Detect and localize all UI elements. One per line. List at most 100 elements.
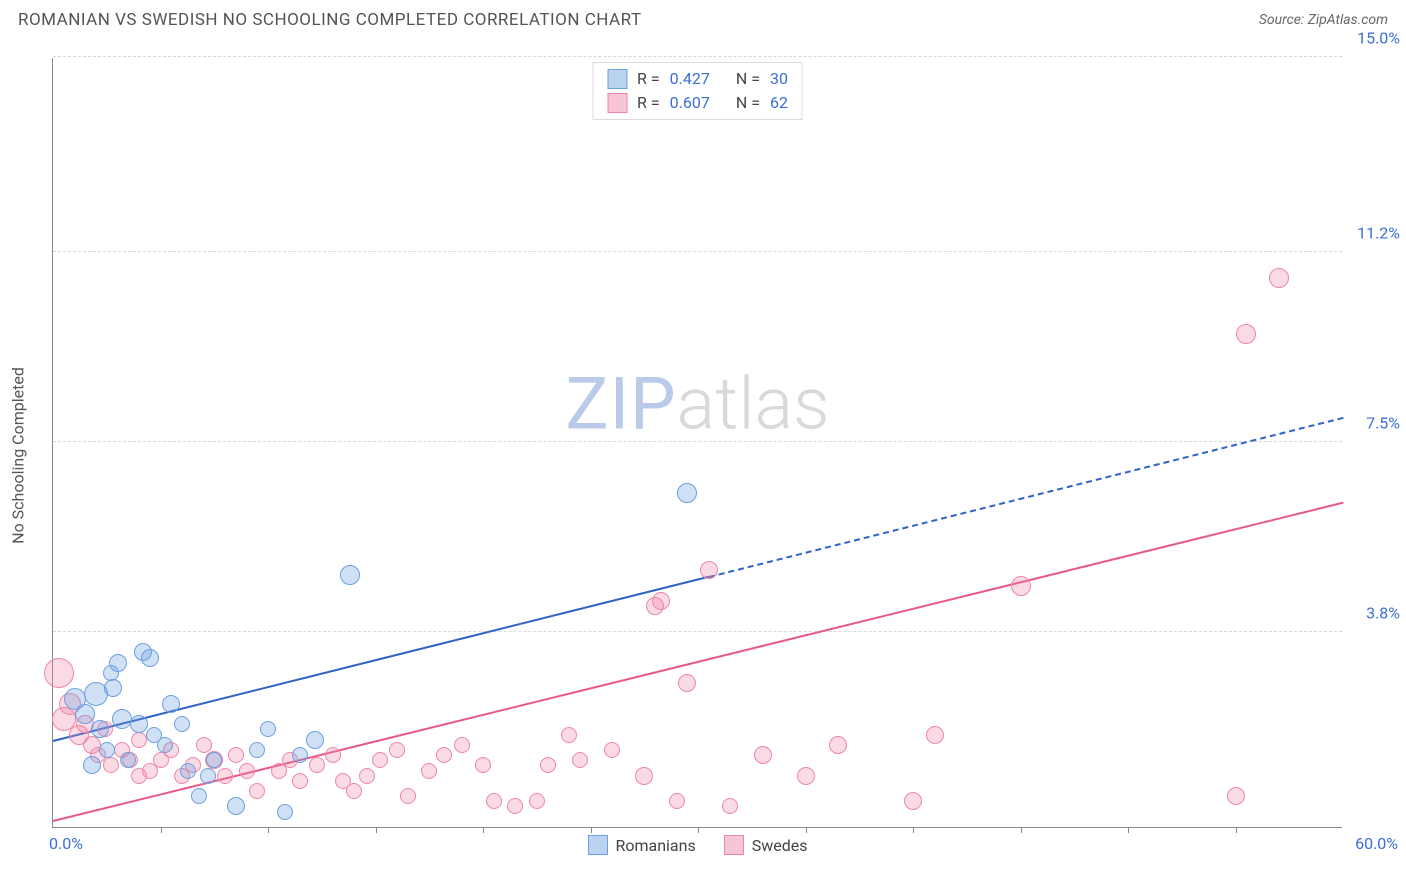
scatter-point bbox=[104, 679, 122, 697]
scatter-point bbox=[1269, 268, 1289, 288]
x-tick bbox=[698, 827, 699, 833]
scatter-point bbox=[277, 804, 293, 820]
scatter-point bbox=[604, 742, 620, 758]
scatter-point bbox=[797, 767, 815, 785]
scatter-point bbox=[421, 763, 437, 779]
scatter-point bbox=[217, 768, 233, 784]
watermark: ZIPatlas bbox=[565, 362, 829, 447]
scatter-point bbox=[486, 793, 502, 809]
swatch-swedes-icon bbox=[724, 835, 744, 855]
scatter-point bbox=[91, 720, 109, 738]
legend-label-swedes: Swedes bbox=[752, 836, 808, 855]
y-tick-label: 11.2% bbox=[1357, 224, 1400, 243]
r-label: R = bbox=[637, 67, 660, 91]
scatter-point bbox=[372, 752, 388, 768]
scatter-point bbox=[678, 674, 696, 692]
source-prefix: Source: bbox=[1259, 12, 1308, 28]
x-tick bbox=[591, 827, 592, 833]
scatter-point bbox=[103, 757, 119, 773]
scatter-point bbox=[228, 747, 244, 763]
gridline bbox=[53, 251, 1342, 252]
scatter-point bbox=[75, 704, 95, 724]
watermark-zip: ZIP bbox=[565, 362, 676, 447]
chart-header: ROMANIAN VS SWEDISH NO SCHOOLING COMPLET… bbox=[0, 0, 1406, 36]
scatter-point bbox=[44, 658, 74, 688]
y-tick-label: 7.5% bbox=[1366, 414, 1400, 433]
scatter-point bbox=[120, 752, 136, 768]
r-value-swedes: 0.607 bbox=[670, 91, 710, 115]
x-tick bbox=[161, 827, 162, 833]
scatter-point bbox=[206, 752, 222, 768]
gridline bbox=[53, 441, 1342, 442]
scatter-point bbox=[561, 727, 577, 743]
r-label: R = bbox=[637, 91, 660, 115]
r-value-romanians: 0.427 bbox=[670, 67, 710, 91]
swatch-swedes-icon bbox=[607, 93, 627, 113]
x-tick bbox=[376, 827, 377, 833]
legend-row-romanians: R = 0.427 N = 30 bbox=[607, 67, 788, 91]
scatter-point bbox=[340, 565, 360, 585]
chart-title: ROMANIAN VS SWEDISH NO SCHOOLING COMPLET… bbox=[18, 10, 642, 30]
scatter-point bbox=[677, 483, 697, 503]
x-tick bbox=[913, 827, 914, 833]
scatter-point bbox=[540, 757, 556, 773]
scatter-point bbox=[507, 798, 523, 814]
gridline bbox=[53, 56, 1342, 57]
x-tick bbox=[806, 827, 807, 833]
source-name: ZipAtlas.com bbox=[1308, 12, 1388, 28]
scatter-point bbox=[99, 742, 115, 758]
scatter-point bbox=[904, 792, 922, 810]
scatter-point bbox=[112, 709, 132, 729]
scatter-point bbox=[1011, 576, 1031, 596]
x-tick bbox=[268, 827, 269, 833]
scatter-point bbox=[249, 742, 265, 758]
n-label: N = bbox=[736, 67, 760, 91]
scatter-point bbox=[196, 737, 212, 753]
scatter-point bbox=[109, 654, 127, 672]
scatter-point bbox=[309, 757, 325, 773]
scatter-point bbox=[162, 695, 180, 713]
legend-item-swedes: Swedes bbox=[724, 835, 808, 855]
scatter-point bbox=[249, 783, 265, 799]
legend-row-swedes: R = 0.607 N = 62 bbox=[607, 91, 788, 115]
scatter-point bbox=[652, 592, 670, 610]
scatter-point bbox=[191, 788, 207, 804]
scatter-point bbox=[141, 649, 159, 667]
scatter-point bbox=[260, 721, 276, 737]
scatter-point bbox=[157, 737, 173, 753]
scatter-point bbox=[529, 793, 545, 809]
y-tick-label: 3.8% bbox=[1366, 603, 1400, 622]
scatter-point bbox=[83, 756, 101, 774]
scatter-point bbox=[475, 757, 491, 773]
n-label: N = bbox=[736, 91, 760, 115]
x-tick bbox=[1021, 827, 1022, 833]
scatter-point bbox=[572, 752, 588, 768]
x-tick bbox=[1236, 827, 1237, 833]
correlation-chart: ZIPatlas R = 0.427 N = 30 R = 0.607 N = … bbox=[52, 58, 1342, 828]
source-citation: Source: ZipAtlas.com bbox=[1259, 12, 1388, 28]
scatter-point bbox=[389, 742, 405, 758]
scatter-point bbox=[292, 773, 308, 789]
scatter-point bbox=[359, 768, 375, 784]
scatter-point bbox=[454, 737, 470, 753]
scatter-point bbox=[700, 561, 718, 579]
scatter-point bbox=[131, 732, 147, 748]
scatter-point bbox=[1236, 324, 1256, 344]
legend-label-romanians: Romanians bbox=[615, 836, 695, 855]
scatter-point bbox=[325, 747, 341, 763]
scatter-point bbox=[400, 788, 416, 804]
scatter-point bbox=[239, 763, 255, 779]
n-value-swedes: 62 bbox=[770, 91, 788, 115]
scatter-point bbox=[306, 731, 324, 749]
legend-item-romanians: Romanians bbox=[587, 835, 695, 855]
swatch-romanians-icon bbox=[587, 835, 607, 855]
scatter-point bbox=[436, 747, 452, 763]
y-axis-label: No Schooling Completed bbox=[9, 367, 28, 544]
n-value-romanians: 30 bbox=[770, 67, 788, 91]
correlation-legend: R = 0.427 N = 30 R = 0.607 N = 62 bbox=[592, 62, 803, 120]
scatter-point bbox=[1227, 787, 1245, 805]
scatter-point bbox=[635, 767, 653, 785]
scatter-point bbox=[200, 768, 216, 784]
scatter-point bbox=[174, 716, 190, 732]
scatter-point bbox=[180, 763, 196, 779]
